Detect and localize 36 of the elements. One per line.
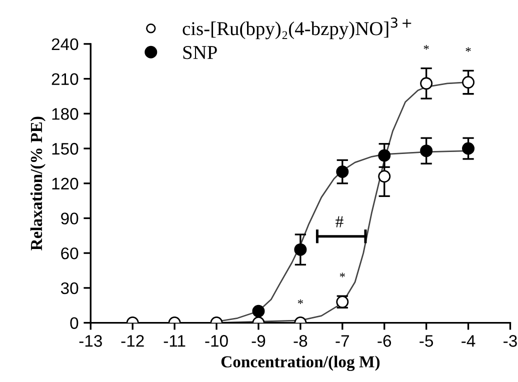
y-tick-label: 90 — [61, 212, 78, 224]
x-tick-label: -7 — [336, 335, 349, 347]
annotation: # — [336, 216, 344, 228]
point — [420, 144, 433, 158]
point — [378, 170, 391, 183]
y-tick-label: 60 — [61, 247, 78, 260]
x-tick-label: -4 — [462, 335, 476, 347]
legend-label: SNP — [183, 46, 217, 60]
x-tick-label: -12 — [121, 335, 144, 347]
x-tick-label: -8 — [294, 335, 308, 347]
x-tick-label: -10 — [205, 335, 228, 347]
x-tick-label: -13 — [79, 335, 102, 347]
point — [336, 165, 349, 178]
x-tick-label: -9 — [252, 335, 266, 347]
y-tick-label: 30 — [60, 282, 78, 294]
legend-label: cis-[Ru(bpy)₂(4-bzpy)NO]$^{3+}$ — [182, 18, 412, 40]
y-tick-label: 0 — [70, 317, 78, 329]
annotation: * — [340, 272, 345, 278]
x-axis-title: Concentration/(log M) — [221, 356, 380, 371]
y-tick-label: 240 — [52, 38, 78, 50]
annotation: * — [466, 47, 471, 52]
y-axis-title: Relaxation/(% PE) — [30, 116, 46, 250]
y-tick-label: 180 — [52, 108, 78, 120]
point — [420, 77, 433, 90]
x-tick-label: -6 — [378, 335, 392, 347]
annotation: * — [298, 299, 303, 304]
point — [378, 149, 391, 162]
point — [462, 142, 475, 155]
annotation: * — [424, 44, 429, 50]
y-tick-label: 120 — [52, 178, 78, 190]
x-tick-label: -11 — [164, 335, 186, 347]
x-tick-label: -3 — [504, 335, 517, 347]
x-tick-label: -5 — [420, 335, 434, 347]
y-tick-label: 150 — [52, 142, 78, 155]
y-tick-label: 210 — [52, 73, 78, 85]
point — [462, 76, 475, 89]
